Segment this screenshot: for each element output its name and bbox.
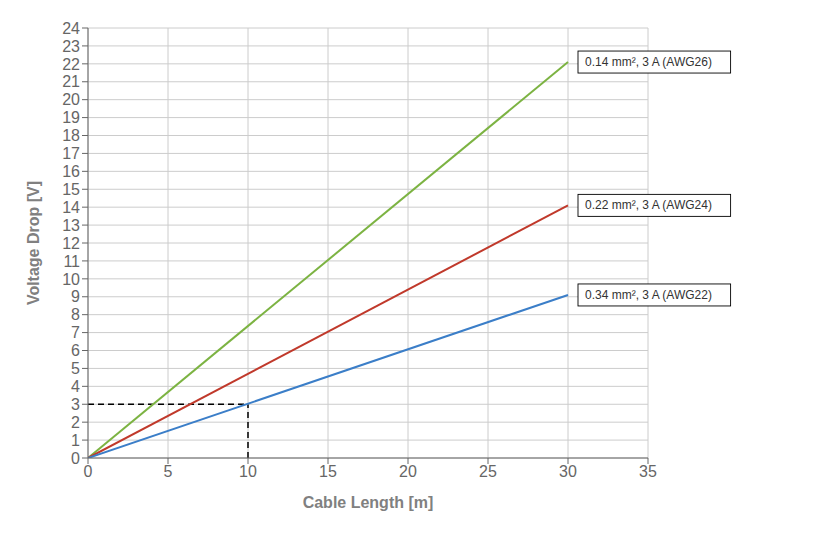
svg-text:0: 0	[71, 450, 80, 467]
svg-text:0: 0	[84, 463, 93, 480]
svg-text:22: 22	[62, 56, 80, 73]
svg-text:15: 15	[62, 181, 80, 198]
svg-text:10: 10	[62, 271, 80, 288]
svg-text:20: 20	[62, 91, 80, 108]
svg-text:10: 10	[239, 463, 257, 480]
svg-text:19: 19	[62, 109, 80, 126]
svg-text:9: 9	[71, 288, 80, 305]
svg-text:6: 6	[71, 342, 80, 359]
svg-text:0.34 mm², 3 A (AWG22): 0.34 mm², 3 A (AWG22)	[585, 288, 712, 302]
svg-text:35: 35	[639, 463, 657, 480]
svg-text:20: 20	[399, 463, 417, 480]
svg-text:3: 3	[71, 396, 80, 413]
svg-text:0.22 mm², 3 A (AWG24): 0.22 mm², 3 A (AWG24)	[585, 198, 712, 212]
svg-text:16: 16	[62, 163, 80, 180]
svg-text:5: 5	[164, 463, 173, 480]
svg-text:2: 2	[71, 414, 80, 431]
svg-text:15: 15	[319, 463, 337, 480]
svg-text:23: 23	[62, 38, 80, 55]
svg-text:Voltage Drop [V]: Voltage Drop [V]	[25, 181, 42, 305]
svg-text:5: 5	[71, 360, 80, 377]
svg-text:24: 24	[62, 20, 80, 37]
svg-text:8: 8	[71, 306, 80, 323]
svg-text:18: 18	[62, 127, 80, 144]
svg-text:7: 7	[71, 324, 80, 341]
svg-text:21: 21	[62, 73, 80, 90]
svg-text:25: 25	[479, 463, 497, 480]
svg-text:11: 11	[63, 253, 80, 270]
svg-text:Cable Length [m]: Cable Length [m]	[303, 494, 434, 511]
svg-text:12: 12	[62, 235, 80, 252]
svg-text:13: 13	[62, 217, 80, 234]
svg-text:30: 30	[559, 463, 577, 480]
svg-text:17: 17	[62, 145, 80, 162]
svg-text:1: 1	[71, 432, 80, 449]
svg-text:4: 4	[71, 378, 80, 395]
svg-text:0.14 mm², 3 A (AWG26): 0.14 mm², 3 A (AWG26)	[585, 55, 712, 69]
svg-text:14: 14	[62, 199, 80, 216]
